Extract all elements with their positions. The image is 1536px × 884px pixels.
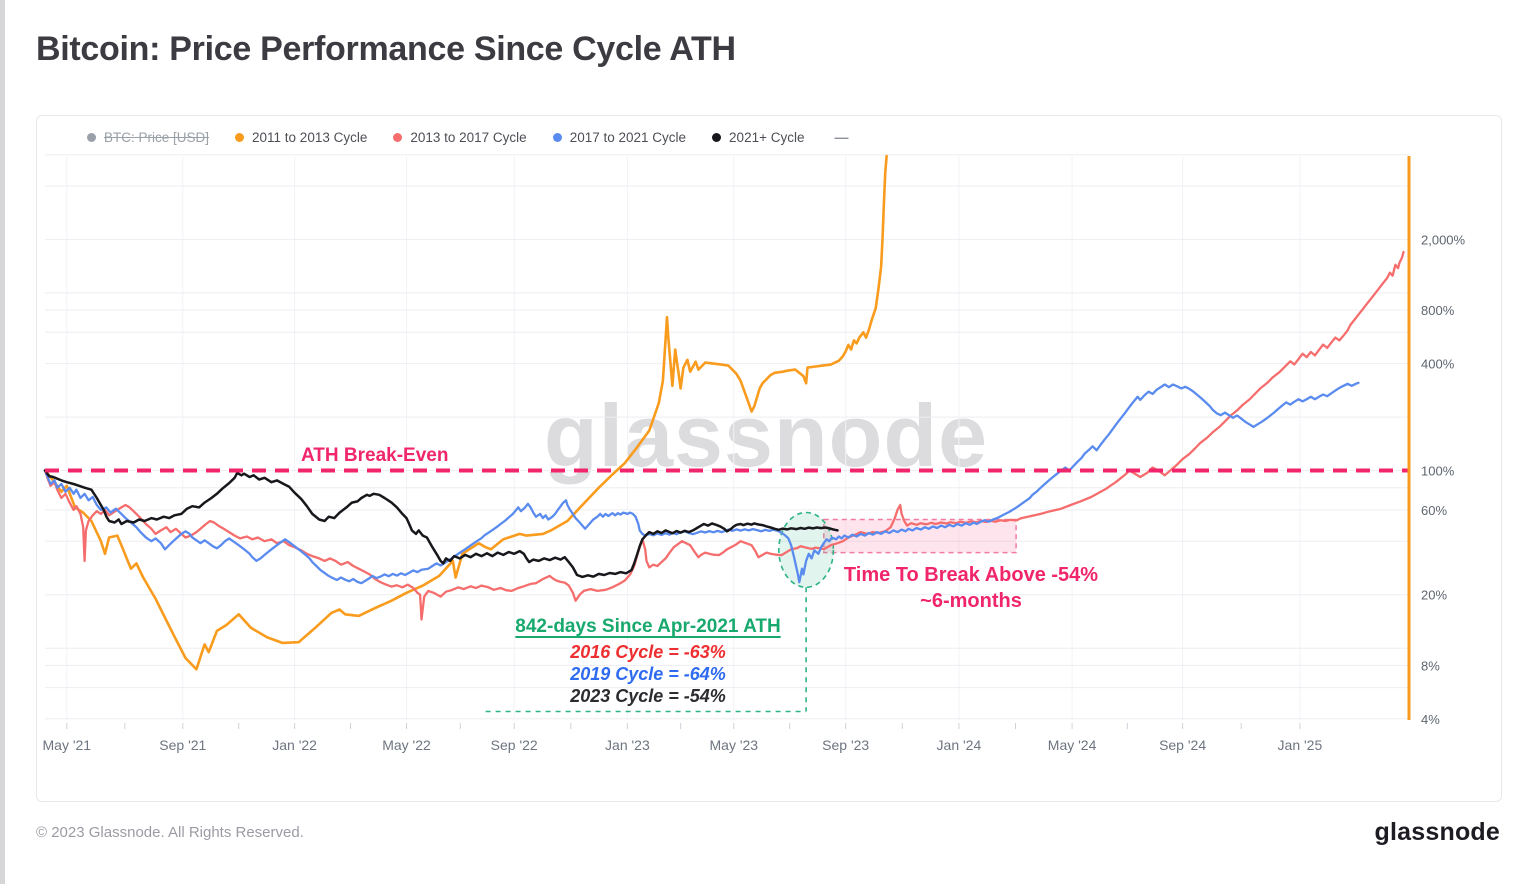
time-to-break-line2: ~6-months — [920, 590, 1022, 612]
price-performance-chart[interactable]: May '21 Sep '21 Jan '22 May '22 Sep '22 Jan '… — [37, 116, 1499, 799]
series-cycle-2011-2013 — [43, 154, 888, 671]
x-axis-label: May '24 — [1048, 737, 1097, 753]
x-axis-label: Sep '21 — [159, 737, 206, 753]
page-footer: © 2023 Glassnode. All Rights Reserved. g… — [36, 818, 1500, 847]
legend-label: 2017 to 2021 Cycle — [569, 129, 687, 145]
y-axis-label: 800% — [1421, 303, 1455, 318]
callout-2016-cycle: 2016 Cycle = -63% — [570, 642, 726, 662]
ath-breakeven-label: ATH Break-Even — [301, 445, 449, 466]
legend-label: BTC: Price [USD] — [104, 129, 210, 145]
window-edge — [0, 0, 5, 884]
x-axis-label: Jan '24 — [937, 737, 982, 753]
series-cycle-2021-plus — [43, 469, 839, 579]
legend-item-2011-to-2013-cycle[interactable]: 2011 to 2013 Cycle — [235, 130, 367, 145]
legend-item-btc-price-usd[interactable]: BTC: Price [USD] — [87, 130, 209, 145]
x-axis-label: May '22 — [382, 737, 431, 753]
y-axis-label: 20% — [1421, 588, 1447, 603]
y-axis-label: 100% — [1421, 464, 1455, 479]
callout-2019-cycle: 2019 Cycle = -64% — [570, 664, 726, 684]
series-cycle-2013-2017 — [43, 250, 1405, 621]
callout-2023-cycle: 2023 Cycle = -54% — [570, 686, 726, 706]
cycle-drawdown-callout: 842-days Since Apr-2021 ATH 2016 Cycle =… — [515, 616, 780, 707]
legend-label: 2011 to 2013 Cycle — [252, 129, 368, 145]
series-cycle-2017-2021 — [43, 381, 1360, 585]
x-axis-label: Jan '22 — [272, 737, 317, 753]
x-axis-label: Sep '23 — [822, 737, 869, 753]
legend-swatch — [393, 132, 403, 142]
legend-swatch — [87, 132, 96, 142]
y-axis-label: 60% — [1421, 503, 1447, 518]
callout-title: 842-days Since Apr-2021 ATH — [515, 616, 781, 637]
time-to-break-line1: Time To Break Above -54% — [843, 564, 1099, 586]
legend-overflow-dash: — — [834, 129, 849, 145]
chart-card: glassnode May '21 Sep '21 Jan '22 May '22 Se… — [36, 115, 1502, 802]
legend-swatch — [552, 132, 562, 142]
legend-item-2013-to-2017-cycle[interactable]: 2013 to 2017 Cycle — [393, 129, 527, 145]
page-title: Bitcoin: Price Performance Since Cycle A… — [36, 30, 736, 68]
x-axis-label: Sep '22 — [491, 737, 538, 753]
legend-label: 2021+ Cycle — [729, 129, 805, 145]
x-axis-label: Jan '23 — [605, 737, 650, 753]
legend-swatch — [235, 132, 245, 142]
glassnode-logo: glassnode — [1374, 818, 1500, 846]
copyright-text: © 2023 Glassnode. All Rights Reserved. — [36, 824, 304, 841]
legend-item-2017-to-2021-cycle[interactable]: 2017 to 2021 Cycle — [552, 129, 687, 145]
time-to-break-label: Time To Break Above -54% ~6-months — [844, 562, 1098, 614]
y-axis-label: 2,000% — [1421, 232, 1466, 247]
x-axis-label: May '21 — [43, 737, 92, 753]
y-axis-label: 8% — [1421, 658, 1440, 673]
y-axis-label: 400% — [1421, 357, 1455, 372]
y-axis-label: 4% — [1421, 712, 1440, 727]
legend-label: 2013 to 2017 Cycle — [410, 129, 527, 145]
chart-legend: BTC: Price [USD] 2011 to 2013 Cycle 2013 t… — [87, 129, 848, 145]
legend-swatch — [712, 132, 722, 142]
focus-ellipse — [777, 511, 835, 589]
x-axis-label: May '23 — [710, 737, 759, 753]
x-axis-label: Sep '24 — [1159, 737, 1206, 753]
x-axis-label: Jan '25 — [1278, 737, 1323, 753]
legend-item-2021-cycle[interactable]: 2021+ Cycle — [712, 130, 804, 145]
